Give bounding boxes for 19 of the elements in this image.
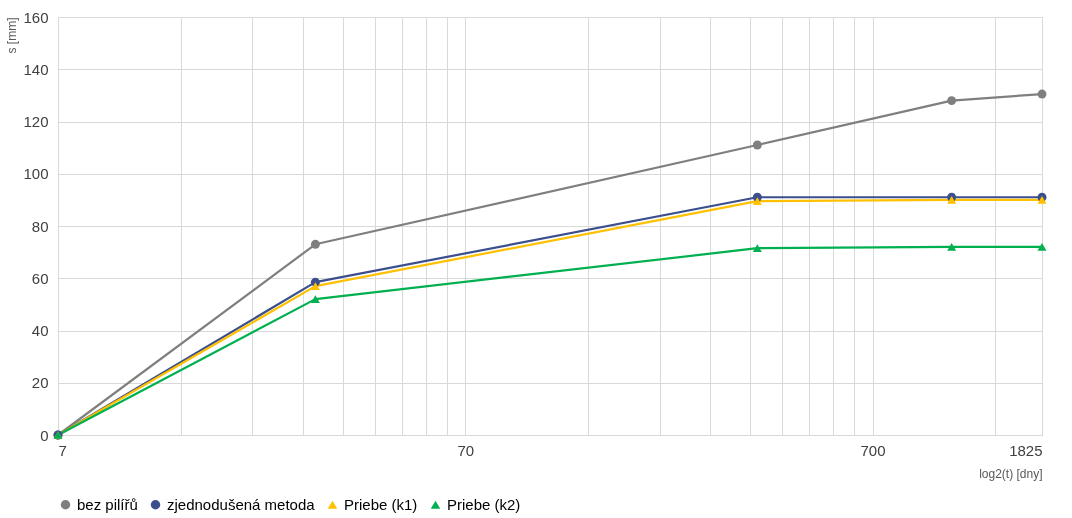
y-tick-label: 20 <box>31 374 49 392</box>
legend-label: Priebe (k2) <box>447 495 521 513</box>
x-tick-label: 1825 <box>1009 441 1043 459</box>
y-tick-label: 160 <box>23 8 49 26</box>
legend-label: bez pilířů <box>77 495 138 513</box>
y-tick-label: 0 <box>40 426 49 444</box>
legend-label: zjednodušená metoda <box>167 495 316 513</box>
x-axis-title: log2(t) [dny] <box>979 466 1043 481</box>
y-tick-label: 120 <box>23 113 49 130</box>
y-tick-label: 100 <box>23 165 49 183</box>
y-tick-label: 60 <box>31 269 49 287</box>
x-tick-label: 7 <box>58 441 67 459</box>
y-tick-label: 40 <box>31 322 49 339</box>
y-tick-label: 140 <box>23 60 49 78</box>
y-axis-title: s [mm] <box>5 17 20 54</box>
y-tick-label: 80 <box>31 217 49 235</box>
x-tick-label: 70 <box>457 441 475 459</box>
legend-label: Priebe (k1) <box>344 495 418 513</box>
x-tick-label: 700 <box>860 441 886 459</box>
